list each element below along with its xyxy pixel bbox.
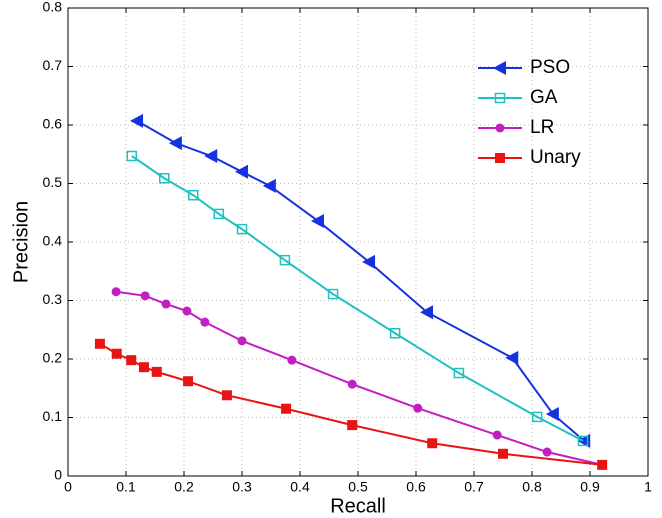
marker <box>420 305 434 320</box>
marker <box>498 448 508 459</box>
marker <box>161 299 171 309</box>
x-tick-label: 0.8 <box>522 479 542 495</box>
marker <box>505 350 519 365</box>
y-tick-label: 0.3 <box>43 291 63 307</box>
x-tick-label: 0.2 <box>174 479 194 495</box>
marker <box>262 178 276 193</box>
y-tick-label: 0.4 <box>43 233 63 249</box>
x-tick-label: 0.3 <box>232 479 252 495</box>
marker <box>138 362 149 373</box>
y-tick-label: 0.7 <box>43 57 63 73</box>
marker <box>111 287 121 297</box>
marker <box>542 447 552 457</box>
marker <box>236 223 248 235</box>
marker <box>577 435 589 447</box>
x-tick-label: 0.5 <box>348 479 368 495</box>
marker <box>94 338 105 349</box>
marker <box>362 254 376 269</box>
marker <box>188 189 199 201</box>
marker <box>310 213 324 228</box>
marker <box>151 366 162 377</box>
marker <box>221 390 232 401</box>
marker <box>111 348 122 359</box>
series-line <box>131 155 584 442</box>
legend: PSO GA LR Unary <box>478 57 581 168</box>
marker <box>494 92 506 104</box>
marker <box>204 149 218 164</box>
marker <box>347 420 358 431</box>
marker <box>279 254 291 266</box>
x-tick-label: 0.1 <box>116 479 136 495</box>
legend-text: LR <box>530 117 554 138</box>
marker <box>597 459 608 470</box>
marker <box>389 328 401 339</box>
legend-text: PSO <box>530 57 570 78</box>
marker <box>130 113 144 128</box>
marker <box>126 150 138 162</box>
legend-text: Unary <box>530 147 581 168</box>
marker <box>159 172 170 184</box>
marker <box>495 123 505 133</box>
marker <box>493 61 506 75</box>
marker <box>287 355 297 365</box>
marker <box>531 411 543 423</box>
series-line <box>99 342 603 466</box>
marker <box>200 317 210 327</box>
marker <box>413 403 423 413</box>
marker <box>492 430 502 440</box>
marker <box>327 288 339 300</box>
marker <box>347 379 357 389</box>
x-tick-label: 0.6 <box>406 479 426 495</box>
y-tick-label: 0.5 <box>43 174 63 190</box>
x-axis-label: Recall <box>330 495 386 517</box>
marker <box>213 208 225 220</box>
marker <box>453 367 465 379</box>
marker <box>235 164 248 179</box>
plot-frame <box>67 7 649 477</box>
marker <box>183 376 194 387</box>
x-tick-label: 0.4 <box>290 479 310 495</box>
series-line <box>136 120 585 442</box>
y-tick-label: 0.2 <box>43 350 63 366</box>
x-tick-label: 1 <box>644 479 652 495</box>
marker <box>126 355 137 366</box>
marker <box>237 336 247 346</box>
y-tick-label: 0.6 <box>43 116 63 132</box>
x-tick-label: 0.9 <box>580 479 600 495</box>
marker <box>281 403 292 414</box>
x-tick-label: 0 <box>64 479 72 495</box>
marker <box>140 291 150 301</box>
y-tick-label: 0.1 <box>43 408 63 424</box>
marker <box>495 153 505 163</box>
legend-text: GA <box>530 87 558 108</box>
marker <box>427 438 438 449</box>
y-tick-label: 0 <box>54 467 62 483</box>
y-axis-label: Precision <box>10 201 32 283</box>
y-tick-label: 0.8 <box>43 0 63 15</box>
marker <box>168 136 182 151</box>
x-tick-label: 0.7 <box>464 479 484 495</box>
marker <box>545 406 559 421</box>
marker <box>182 306 192 316</box>
